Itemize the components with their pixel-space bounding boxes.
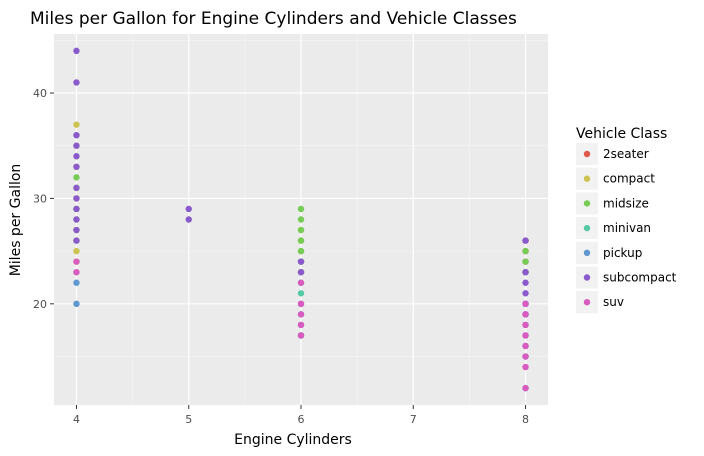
x-tick-label: 8 bbox=[522, 413, 529, 426]
legend-label-2seater: 2seater bbox=[603, 147, 649, 161]
point-subcompact bbox=[73, 226, 80, 234]
point-subcompact bbox=[73, 205, 80, 213]
legend-swatch-2seater bbox=[583, 150, 591, 158]
y-axis-ticks: 20 30 40 bbox=[33, 87, 54, 311]
point-midsize bbox=[297, 226, 305, 234]
point-suv bbox=[522, 311, 529, 318]
legend-item-midsize: midsize bbox=[576, 192, 649, 215]
legend-item-minivan: minivan bbox=[576, 217, 651, 240]
point-subcompact bbox=[185, 205, 192, 213]
point-suv bbox=[297, 321, 305, 329]
point-subcompact bbox=[522, 237, 529, 244]
point-subcompact bbox=[73, 216, 80, 223]
point-subcompact bbox=[297, 258, 305, 265]
x-axis-ticks: 4 5 6 7 8 bbox=[73, 405, 529, 426]
legend-label-pickup: pickup bbox=[603, 246, 642, 260]
point-suv bbox=[522, 321, 529, 329]
legend-swatch-pickup bbox=[583, 249, 591, 256]
legend-swatch-midsize bbox=[583, 200, 591, 207]
point-subcompact bbox=[73, 163, 80, 171]
point-subcompact bbox=[185, 216, 192, 223]
legend-label-suv: suv bbox=[603, 295, 624, 309]
y-tick-label: 30 bbox=[33, 192, 47, 205]
point-midsize bbox=[297, 216, 305, 223]
legend-label-midsize: midsize bbox=[603, 196, 649, 210]
point-suv bbox=[522, 332, 529, 339]
legend-title: Vehicle Class bbox=[576, 126, 667, 142]
point-suv bbox=[522, 384, 529, 392]
x-tick-label: 6 bbox=[298, 413, 305, 426]
point-subcompact bbox=[522, 268, 529, 276]
point-midsize bbox=[522, 247, 529, 255]
legend-item-subcompact: subcompact bbox=[576, 266, 677, 289]
legend-item-compact: compact bbox=[576, 167, 655, 190]
chart-title: Miles per Gallon for Engine Cylinders an… bbox=[30, 9, 517, 29]
point-suv bbox=[297, 332, 305, 339]
legend-item-pickup: pickup bbox=[576, 241, 642, 264]
point-minivan bbox=[297, 290, 305, 297]
point-subcompact bbox=[73, 237, 80, 244]
legend-label-minivan: minivan bbox=[603, 221, 651, 235]
point-subcompact bbox=[522, 279, 529, 286]
legend-swatch-minivan bbox=[583, 224, 591, 232]
legend-item-suv: suv bbox=[576, 291, 624, 314]
point-suv bbox=[522, 363, 529, 371]
legend-swatch-subcompact bbox=[583, 274, 591, 281]
point-pickup bbox=[73, 279, 80, 286]
y-tick-label: 40 bbox=[33, 87, 47, 100]
x-axis-title: Engine Cylinders bbox=[234, 432, 352, 448]
point-suv bbox=[73, 268, 80, 276]
point-subcompact bbox=[73, 195, 80, 202]
point-midsize bbox=[297, 247, 305, 255]
point-subcompact bbox=[522, 290, 529, 297]
y-tick-label: 20 bbox=[33, 298, 47, 311]
point-compact bbox=[73, 121, 80, 128]
x-tick-label: 5 bbox=[185, 413, 192, 426]
point-pickup bbox=[73, 300, 80, 308]
legend-label-compact: compact bbox=[603, 172, 655, 186]
point-suv bbox=[73, 258, 80, 265]
point-suv bbox=[297, 311, 305, 318]
y-axis-title: Miles per Gallon bbox=[8, 164, 24, 277]
x-tick-label: 4 bbox=[73, 413, 80, 426]
point-subcompact bbox=[73, 131, 80, 139]
point-subcompact bbox=[73, 153, 80, 160]
point-suv bbox=[522, 342, 529, 350]
point-subcompact bbox=[297, 268, 305, 276]
point-subcompact bbox=[73, 142, 80, 149]
legend-swatch-compact bbox=[583, 175, 591, 182]
legend: Vehicle Class 2seater compact midsize miniv… bbox=[576, 126, 677, 314]
point-midsize bbox=[297, 205, 305, 213]
legend-swatch-suv bbox=[583, 299, 591, 306]
point-suv bbox=[522, 300, 529, 308]
point-suv bbox=[522, 353, 529, 360]
point-compact bbox=[73, 247, 80, 255]
legend-item-2seater: 2seater bbox=[576, 143, 649, 165]
data-points bbox=[73, 47, 529, 392]
x-tick-label: 7 bbox=[410, 413, 417, 426]
point-midsize bbox=[73, 174, 80, 181]
point-midsize bbox=[522, 258, 529, 265]
point-suv bbox=[297, 300, 305, 308]
point-subcompact bbox=[73, 184, 80, 192]
legend-label-subcompact: subcompact bbox=[603, 271, 677, 285]
point-suv bbox=[297, 279, 305, 286]
point-midsize bbox=[297, 237, 305, 244]
point-subcompact bbox=[73, 47, 80, 55]
point-subcompact bbox=[73, 79, 80, 86]
